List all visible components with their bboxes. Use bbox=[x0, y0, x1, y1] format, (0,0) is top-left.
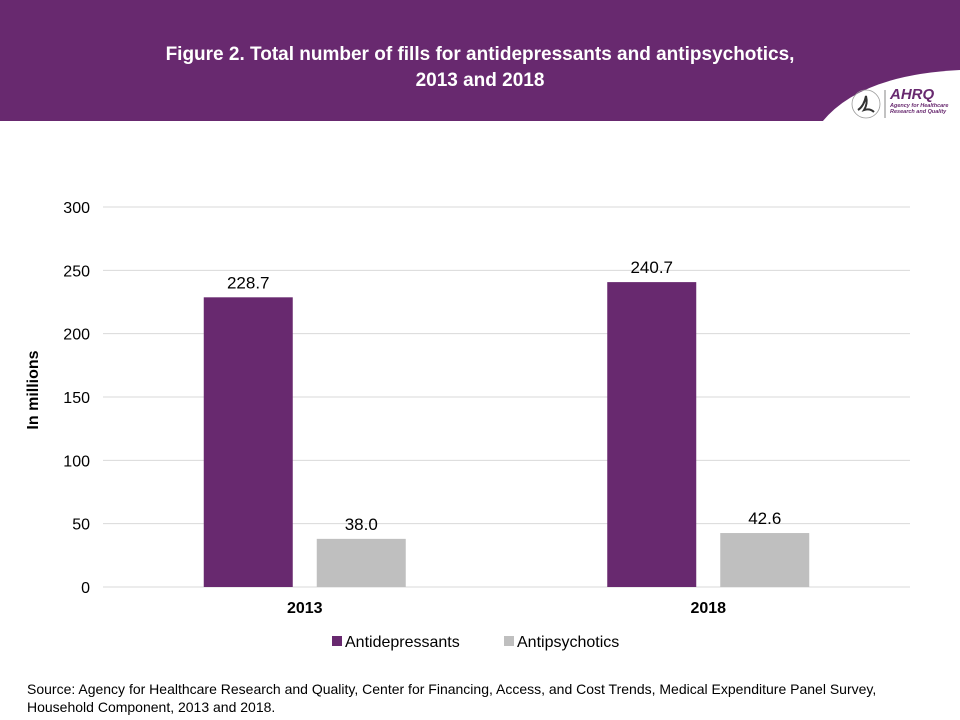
legend-label: Antidepressants bbox=[345, 634, 460, 651]
bar-antipsychotics-2018 bbox=[720, 533, 810, 587]
bar-antidepressants-2013 bbox=[203, 297, 293, 587]
y-tick-label: 250 bbox=[63, 263, 90, 280]
title-line-2: 2013 and 2018 bbox=[415, 70, 545, 91]
y-tick-label: 150 bbox=[63, 390, 90, 407]
bar-chart: 0 50 100 150 200 250 300 In millions 2013 228.7 38… bbox=[25, 200, 910, 651]
y-tick-label: 0 bbox=[81, 580, 90, 597]
x-tick-label: 2013 bbox=[287, 600, 323, 617]
y-tick-label: 200 bbox=[63, 327, 90, 344]
ahrq-logo-subtitle: Agency for Healthcare Research and Qualit… bbox=[890, 103, 949, 115]
legend-label: Antipsychotics bbox=[517, 634, 619, 651]
y-axis-label: In millions bbox=[25, 350, 42, 429]
legend-swatch-antidepressants bbox=[332, 636, 342, 646]
logo-background-curve bbox=[822, 70, 960, 122]
data-label: 240.7 bbox=[630, 258, 673, 277]
x-tick-label: 2018 bbox=[690, 600, 726, 617]
source-note: Source: Agency for Healthcare Research a… bbox=[27, 681, 877, 715]
title-line-1: Figure 2. Total number of fills for anti… bbox=[165, 44, 795, 65]
y-tick-label: 50 bbox=[72, 517, 90, 534]
y-tick-label: 300 bbox=[63, 200, 90, 217]
data-label: 42.6 bbox=[748, 509, 781, 528]
header-banner: Figure 2. Total number of fills for anti… bbox=[0, 0, 960, 121]
bar-antipsychotics-2013 bbox=[316, 538, 406, 587]
y-tick-label: 100 bbox=[63, 453, 90, 470]
hhs-eagle-icon bbox=[851, 89, 881, 119]
data-label: 38.0 bbox=[345, 515, 378, 534]
data-label: 228.7 bbox=[227, 273, 270, 292]
legend-swatch-antipsychotics bbox=[504, 636, 514, 646]
chart-title: Figure 2. Total number of fills for anti… bbox=[60, 42, 900, 94]
bar-antidepressants-2018 bbox=[607, 282, 697, 587]
ahrq-logo: AHRQ bbox=[890, 86, 935, 103]
